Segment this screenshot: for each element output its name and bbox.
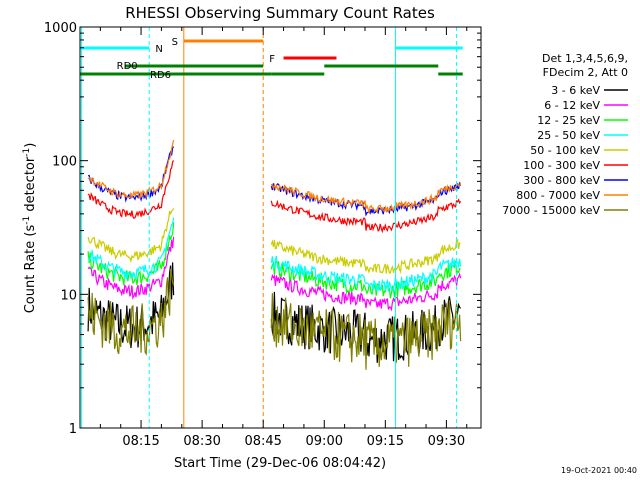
legend-entry-label: 3 - 6 keV: [551, 84, 600, 97]
y-tick-label: 1: [69, 422, 77, 437]
legend-title: FDecim 2, Att 0: [543, 66, 628, 79]
legend-entry-label: 7000 - 15000 keV: [502, 204, 600, 217]
series-line: [87, 207, 461, 275]
flag-label: S: [172, 37, 178, 48]
legend-entry-label: 800 - 7000 keV: [516, 189, 600, 202]
x-tick-label: 08:30: [183, 434, 220, 449]
legend-entry-label: 50 - 100 keV: [530, 144, 600, 157]
series-line: [87, 160, 462, 234]
plot-clip: NS F RD0 RD6: [80, 27, 463, 428]
legend-entry-label: 300 - 800 keV: [523, 174, 600, 187]
y-axis: 1 10 100 1000: [44, 21, 481, 437]
legend-title: Det 1,3,4,5,6,9,: [542, 52, 628, 65]
x-tick-label: 09:15: [367, 434, 404, 449]
series-line: [87, 268, 462, 370]
flag-label: RD6: [150, 70, 171, 81]
y-tick-label: 1000: [44, 21, 77, 36]
x-tick-label: 09:30: [428, 434, 465, 449]
flag-label: N: [155, 44, 162, 55]
legend-entry-label: 25 - 50 keV: [537, 129, 600, 142]
x-tick-label: 08:15: [122, 434, 159, 449]
series-line: [87, 139, 462, 215]
x-axis-label: Start Time (29-Dec-06 08:04:42): [174, 456, 386, 471]
legend-entry-label: 100 - 300 keV: [523, 159, 600, 172]
legend-entry-label: 6 - 12 keV: [544, 99, 600, 112]
flag-label: RD0: [117, 61, 138, 72]
series-line: [87, 236, 462, 312]
x-tick-label: 08:45: [244, 434, 281, 449]
legend-entry-label: 12 - 25 keV: [537, 114, 600, 127]
x-axis: 08:15 08:30 08:45 09:00 09:15 09:30: [99, 27, 468, 449]
chart-title: RHESSI Observing Summary Count Rates: [125, 4, 435, 22]
y-tick-label: 100: [52, 155, 77, 170]
y-tick-label: 10: [60, 288, 77, 303]
y-axis-label: Count Rate (s-1 detector-1): [22, 143, 38, 314]
footer-timestamp: 19-Oct-2021 00:40: [561, 466, 637, 475]
plot-frame: [79, 26, 482, 429]
flag-label: F: [269, 54, 275, 65]
legend: Det 1,3,4,5,6,9,FDecim 2, Att 0 3 - 6 keV…: [502, 52, 628, 217]
x-tick-label: 09:00: [306, 434, 343, 449]
series-line: [87, 217, 462, 293]
plot-area: NS F RD0 RD6: [80, 27, 463, 428]
